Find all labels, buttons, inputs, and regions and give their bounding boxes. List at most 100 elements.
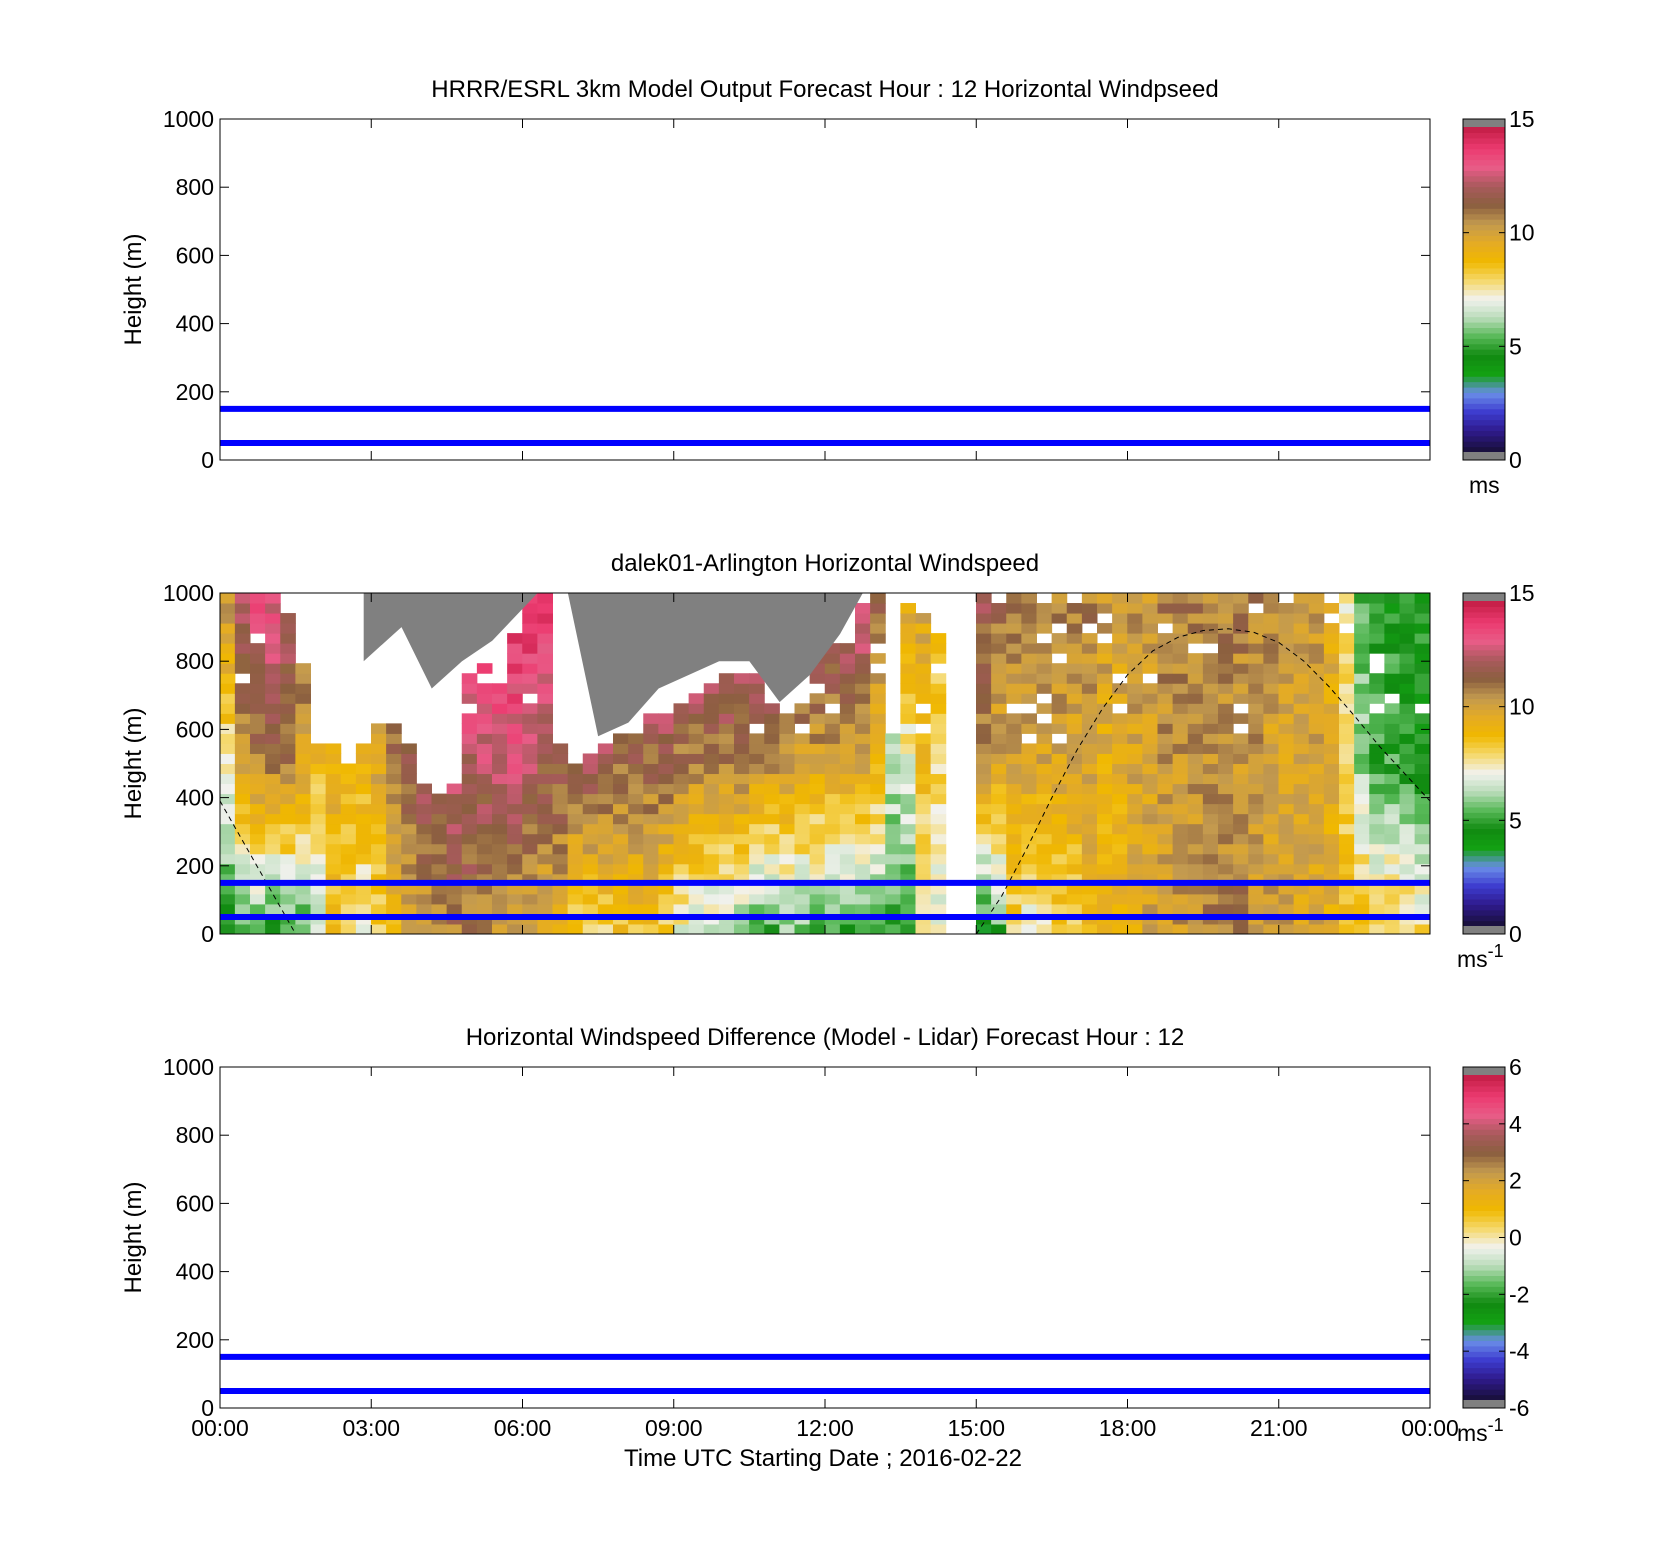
heatmap-cell: [597, 833, 614, 845]
heatmap-cell: [416, 833, 432, 845]
heatmap-cell: [1369, 713, 1385, 724]
heatmap-cell: [1097, 893, 1113, 905]
heatmap-cell: [1399, 773, 1416, 785]
heatmap-cell: [476, 703, 493, 714]
colorbar-segment: [1463, 392, 1505, 399]
heatmap-cell: [461, 863, 478, 875]
heatmap-cell: [824, 853, 841, 865]
heatmap-cell: [1308, 923, 1325, 935]
heatmap-cell: [1308, 723, 1325, 734]
heatmap-cell: [991, 733, 1007, 744]
heatmap-cell: [234, 873, 251, 885]
heatmap-cell: [537, 653, 553, 664]
heatmap-cell: [1339, 883, 1355, 895]
heatmap-cell: [1293, 723, 1310, 734]
heatmap-cell: [900, 673, 916, 684]
heatmap-cell: [265, 703, 281, 714]
heatmap-cell: [1202, 683, 1219, 694]
heatmap-cell: [234, 903, 251, 915]
heatmap-cell: [976, 683, 992, 694]
heatmap-cell: [355, 833, 372, 845]
heatmap-cell: [234, 833, 251, 845]
heatmap-cell: [809, 863, 826, 875]
heatmap-cell: [855, 813, 871, 825]
heatmap-cell: [764, 773, 780, 785]
heatmap-cell: [1233, 863, 1249, 875]
heatmap-cell: [839, 703, 856, 714]
heatmap-cell: [809, 763, 826, 775]
heatmap-cell: [1233, 833, 1249, 845]
colorbar-tick-label: 15: [1509, 106, 1535, 132]
heatmap-cell: [1081, 713, 1098, 724]
heatmap-cell: [1248, 743, 1264, 754]
heatmap-cell: [1021, 743, 1037, 754]
heatmap-cell: [250, 853, 266, 865]
heatmap-cell: [764, 803, 780, 815]
colorbar-segment: [1463, 430, 1505, 437]
heatmap-cell: [1293, 823, 1310, 835]
heatmap-cell: [416, 893, 432, 905]
heatmap-cell: [386, 793, 402, 805]
heatmap-cell: [537, 743, 553, 754]
heatmap-cell: [234, 803, 251, 815]
heatmap-cell: [1323, 753, 1340, 764]
colorbar-segment: [1463, 1286, 1505, 1293]
colorbar-segment: [1463, 725, 1505, 732]
heatmap-cell: [809, 833, 826, 845]
heatmap-cell: [1339, 923, 1355, 935]
heatmap-cell: [1187, 623, 1204, 634]
heatmap-cell: [1202, 603, 1219, 614]
heatmap-cell: [1339, 753, 1355, 764]
heatmap-cell: [779, 903, 795, 915]
heatmap-cell: [628, 753, 644, 764]
heatmap-cell: [582, 833, 599, 845]
heatmap-cell: [1233, 643, 1249, 654]
colorbar-segment: [1463, 893, 1505, 900]
heatmap-cell: [1021, 773, 1037, 785]
heatmap-cell: [870, 763, 886, 775]
heatmap-cell: [1142, 743, 1158, 754]
heatmap-cell: [1354, 623, 1370, 634]
heatmap-cell: [280, 743, 296, 754]
heatmap-cell: [507, 683, 523, 694]
heatmap-cell: [461, 813, 478, 825]
heatmap-cell: [1414, 683, 1431, 694]
heatmap-cell: [1036, 873, 1053, 885]
heatmap-cell: [310, 743, 327, 754]
heatmap-cell: [1066, 873, 1083, 885]
heatmap-cell: [749, 673, 765, 684]
colorbar-segment: [1463, 387, 1505, 394]
heatmap-cell: [734, 753, 750, 764]
heatmap-cell: [1293, 653, 1310, 664]
heatmap-cell: [643, 743, 659, 754]
heatmap-cell: [265, 643, 281, 654]
heatmap-cell: [597, 823, 614, 835]
heatmap-cell: [295, 833, 311, 845]
heatmap-cell: [461, 883, 478, 895]
heatmap-cell: [1127, 793, 1143, 805]
heatmap-cell: [794, 793, 811, 805]
heatmap-cell: [1112, 843, 1128, 855]
heatmap-cell: [1021, 723, 1037, 734]
heatmap-cell: [915, 783, 932, 795]
heatmap-cell: [1112, 633, 1128, 644]
heatmap-cell: [658, 833, 674, 845]
heatmap-cell: [673, 833, 690, 845]
heatmap-cell: [930, 713, 947, 724]
heatmap-cell: [1006, 823, 1022, 835]
heatmap-cell: [1021, 863, 1037, 875]
heatmap-cell: [507, 713, 523, 724]
heatmap-cell: [991, 703, 1007, 714]
heatmap-cell: [1097, 703, 1113, 714]
heatmap-cell: [870, 593, 886, 604]
colorbar-segment: [1463, 1378, 1505, 1385]
heatmap-cell: [431, 863, 448, 875]
colorbar-segment: [1463, 1183, 1505, 1190]
heatmap-cell: [476, 733, 493, 744]
heatmap-cell: [1127, 633, 1143, 644]
heatmap-cell: [1308, 753, 1325, 764]
heatmap-cell: [1036, 653, 1053, 664]
heatmap-cell: [885, 753, 901, 764]
heatmap-cell: [219, 643, 236, 654]
heatmap-cell: [1097, 883, 1113, 895]
